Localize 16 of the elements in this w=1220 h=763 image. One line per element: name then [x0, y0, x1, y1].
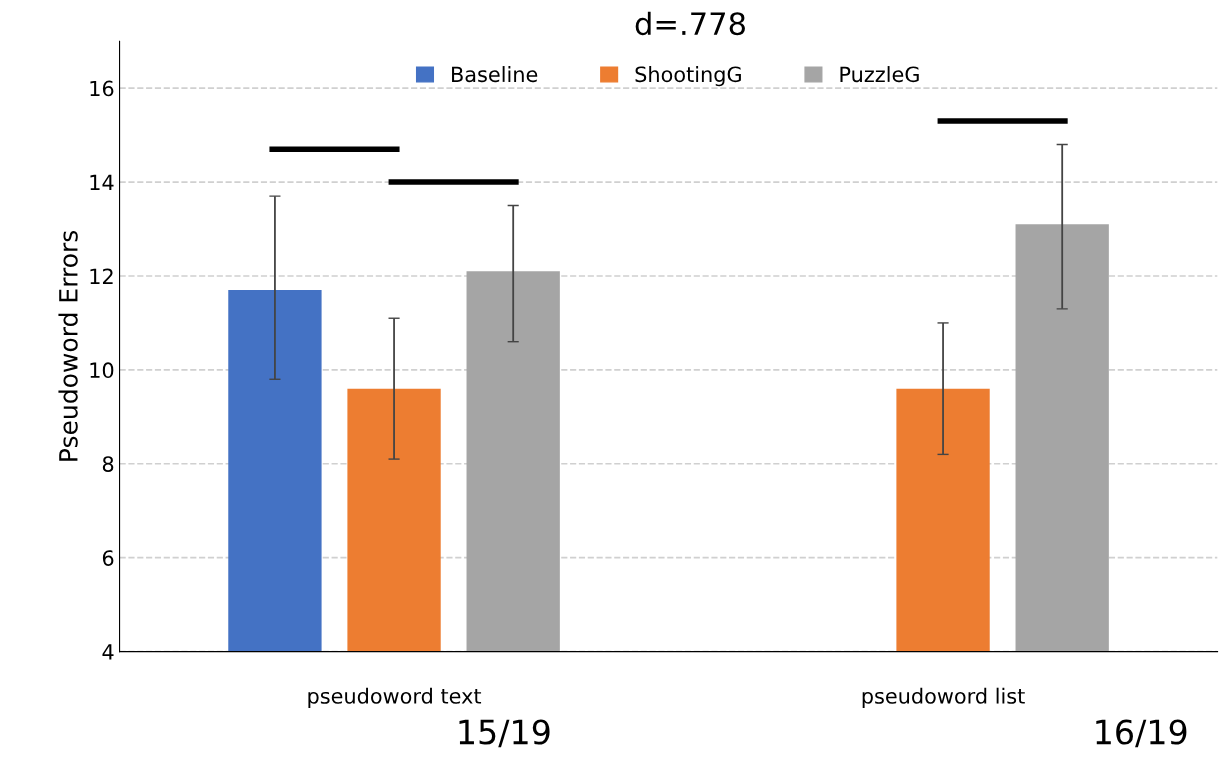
y-tick-label: 12 [90, 268, 113, 284]
y-tick-label: 4 [102, 644, 114, 660]
y-tick-label: 16 [90, 80, 114, 97]
text: 15/19 [459, 719, 550, 748]
y-tick-label: 6 [102, 550, 114, 566]
y-tick-label: 14 [90, 174, 114, 190]
text: 16/19 [1096, 719, 1187, 748]
x-tick-label: pseudoword text [308, 687, 482, 708]
legend-label: ShootingG [635, 66, 741, 87]
legend-label: Baseline [452, 66, 538, 83]
legend-label: PuzzleG [840, 66, 919, 83]
chart-title: d=.778 [635, 11, 745, 36]
y-tick-label: 8 [102, 456, 114, 472]
x-tick-label: pseudoword list [862, 687, 1025, 708]
y-tick-label: 10 [90, 362, 114, 379]
y-axis-title: Pseudoword Errors [58, 230, 78, 461]
